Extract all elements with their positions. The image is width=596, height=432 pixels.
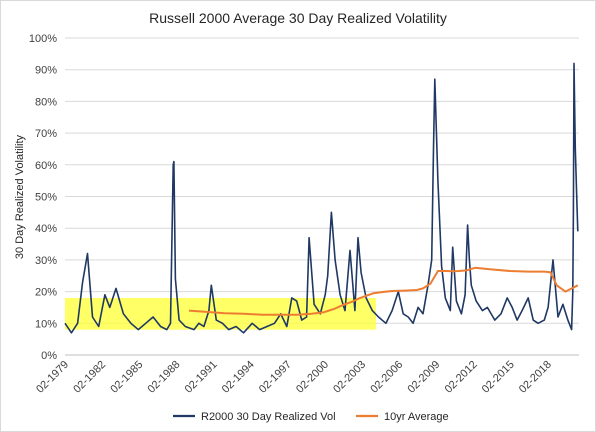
x-tick-label: 02-1997 bbox=[257, 359, 294, 396]
y-tick-label: 90% bbox=[35, 65, 57, 77]
series-line-r2000-vol bbox=[64, 62, 579, 334]
series-line-10yr-average bbox=[188, 266, 579, 316]
x-tick-label: 02-2006 bbox=[368, 359, 405, 396]
y-tick-label: 20% bbox=[35, 287, 57, 299]
x-tick-label: 02-2012 bbox=[443, 359, 480, 396]
grid-layer bbox=[65, 37, 579, 324]
y-tick-label: 70% bbox=[35, 128, 57, 140]
x-tick-label: 02-1994 bbox=[220, 359, 257, 396]
y-tick-label: 0% bbox=[41, 350, 57, 362]
x-tick-label: 02-1991 bbox=[183, 359, 220, 396]
y-tick-label: 60% bbox=[35, 160, 57, 172]
x-tick-label: 02-1985 bbox=[108, 359, 145, 396]
x-tick-label: 02-2009 bbox=[405, 359, 442, 396]
x-tick-label: 02-2015 bbox=[480, 359, 517, 396]
y-tick-label: 10% bbox=[35, 318, 57, 330]
y-tick-label: 50% bbox=[35, 192, 57, 204]
y-axis-label: 30 Day Realized Volatility bbox=[14, 134, 26, 259]
x-tick-label: 02-1979 bbox=[34, 359, 71, 396]
x-tick-label: 02-1982 bbox=[71, 359, 108, 396]
x-tick-label: 02-2003 bbox=[331, 359, 368, 396]
x-tick-label: 02-2018 bbox=[517, 359, 554, 396]
chart-title: Russell 2000 Average 30 Day Realized Vol… bbox=[149, 10, 447, 26]
legend: R2000 30 Day Realized Vol 10yr Average bbox=[173, 411, 449, 423]
legend-label-r2000-vol: R2000 30 Day Realized Vol bbox=[201, 411, 336, 423]
y-tick-label: 30% bbox=[35, 255, 57, 267]
x-tick-label: 02-2000 bbox=[294, 359, 331, 396]
x-tick-label: 02-1988 bbox=[146, 359, 183, 396]
axis-layer: 0% 10% 20% 30% 40% 50% 60% 70% 80% 90% 100% 02-1979… bbox=[29, 33, 579, 396]
y-tick-label: 100% bbox=[29, 33, 57, 45]
legend-label-10yr-average: 10yr Average bbox=[384, 411, 449, 423]
series-layer bbox=[64, 62, 579, 334]
y-tick-label: 80% bbox=[35, 96, 57, 108]
y-tick-label: 40% bbox=[35, 223, 57, 235]
